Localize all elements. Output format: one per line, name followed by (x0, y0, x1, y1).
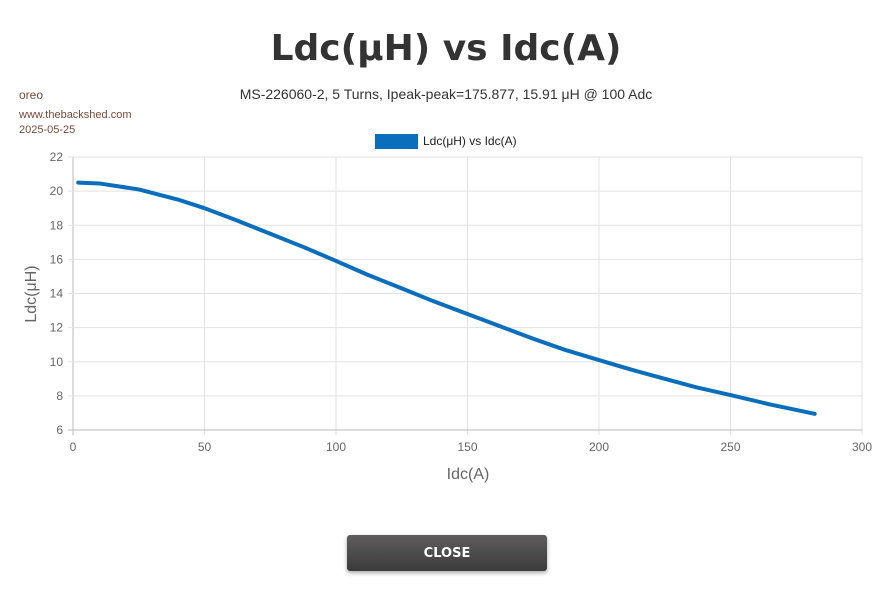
y-tick-label: 20 (50, 184, 64, 198)
x-tick-label: 150 (457, 440, 477, 454)
y-tick-label: 18 (50, 218, 64, 232)
y-axis-label: Ldc(μH) (23, 265, 40, 322)
x-tick-label: 200 (589, 440, 609, 454)
data-point (768, 402, 772, 407)
x-axis-label: Idc(A) (447, 466, 490, 483)
data-point (812, 411, 817, 416)
data-point (597, 358, 601, 362)
data-point (136, 187, 141, 192)
data-point (728, 393, 733, 397)
legend-swatch[interactable] (375, 134, 418, 149)
data-point (694, 385, 699, 390)
data-point (268, 231, 273, 236)
data-point (431, 299, 436, 303)
x-tick-label: 50 (198, 440, 212, 454)
x-tick-label: 100 (326, 440, 346, 454)
data-point (302, 245, 307, 250)
series-line (76, 180, 817, 416)
data-point (176, 197, 180, 202)
data-point (97, 181, 102, 186)
data-point (334, 259, 338, 263)
data-point (497, 324, 501, 328)
data-point (202, 206, 207, 210)
y-tick-label: 22 (50, 150, 64, 164)
close-button[interactable]: CLOSE (347, 535, 547, 571)
x-tick-label: 0 (70, 440, 77, 454)
x-tick-label: 250 (720, 440, 740, 454)
y-tick-label: 12 (50, 321, 64, 335)
author-label: oreo (19, 88, 44, 102)
y-tick-label: 14 (50, 287, 64, 301)
site-label: www.thebackshed.com (19, 109, 132, 121)
data-point (365, 272, 370, 277)
data-point (234, 218, 238, 222)
chart-subtitle: MS-226060-2, 5 Turns, Ipeak-peak=175.877… (239, 86, 653, 102)
data-point (662, 377, 667, 381)
y-tick-label: 8 (56, 389, 63, 403)
x-tick-label: 300 (852, 440, 872, 454)
y-tick-label: 6 (56, 423, 63, 437)
data-point (628, 367, 633, 372)
y-tick-label: 10 (50, 355, 64, 369)
data-point (399, 286, 404, 291)
data-point (465, 312, 470, 316)
page-title: Ldc(μH) vs Idc(A) (270, 28, 622, 69)
legend-label[interactable]: Ldc(μH) vs Idc(A) (423, 134, 517, 148)
data-point (563, 348, 567, 352)
date-label: 2025-05-25 (19, 124, 76, 136)
data-point (531, 336, 536, 341)
y-tick-label: 16 (50, 252, 64, 266)
line-chart: 0 50 100 150 200 250 300 6 8 10 12 14 16 18 20 22 Ldc(μ… (23, 134, 872, 483)
data-point (76, 180, 81, 185)
